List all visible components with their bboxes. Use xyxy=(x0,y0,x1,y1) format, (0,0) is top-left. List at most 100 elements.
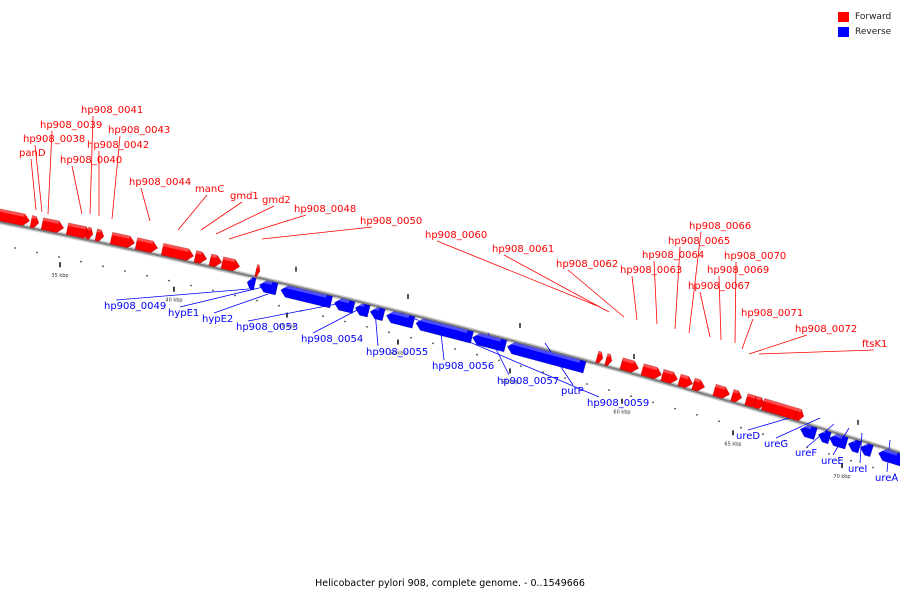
gene-label-hp908_0071[interactable]: hp908_0071 xyxy=(741,308,803,319)
gene-arrow-shine xyxy=(87,227,92,231)
gene-arrow-ureI[interactable] xyxy=(858,441,874,458)
minor-tick-dot xyxy=(102,265,104,268)
gene-arrow-hypE2[interactable] xyxy=(279,284,334,309)
gene-arrow-hp908_0065[interactable] xyxy=(677,373,695,389)
gene-arrow-gmd1[interactable] xyxy=(193,250,208,265)
gene-label-hypE1[interactable]: hypE1 xyxy=(168,308,199,319)
gene-label-manC[interactable]: manC xyxy=(195,184,224,195)
gene-label-hp908_0072[interactable]: hp908_0072 xyxy=(795,324,857,335)
gene-label-hypE2[interactable]: hypE2 xyxy=(202,314,233,325)
gene-arrow-hp908_0042[interactable] xyxy=(94,228,105,242)
gene-label-hp908_0039[interactable]: hp908_0039 xyxy=(40,120,102,131)
gene-arrow-hp908_0055[interactable] xyxy=(369,305,386,322)
gene-label-hp908_0054[interactable]: hp908_0054 xyxy=(301,334,363,345)
gene-label-hp908_0048[interactable]: hp908_0048 xyxy=(294,204,356,215)
gene-arrow-ftsK1[interactable] xyxy=(794,407,805,422)
gene-label-ureF[interactable]: ureF xyxy=(795,448,817,459)
leader-hp908_0070 xyxy=(734,261,737,344)
gene-arrow-hp908_0066[interactable] xyxy=(691,377,707,393)
gene-label-hp908_0041[interactable]: hp908_0041 xyxy=(81,105,143,116)
gene-label-hp908_0065[interactable]: hp908_0065 xyxy=(668,236,730,247)
leader-hp908_0049 xyxy=(115,288,250,301)
gene-arrow-hp908_0044[interactable] xyxy=(134,237,159,254)
gene-arrow-hp908_0054[interactable] xyxy=(354,302,371,318)
gene-arrow-panD[interactable] xyxy=(0,208,31,227)
gene-arrow-hp908_0043[interactable] xyxy=(109,231,136,249)
gene-arrow-putP[interactable] xyxy=(506,340,587,374)
gene-label-hp908_0050[interactable]: hp908_0050 xyxy=(360,216,422,227)
gene-arrow-hp908_0040[interactable] xyxy=(65,222,92,240)
gene-label-putP[interactable]: putP xyxy=(561,386,584,397)
gene-label-hp908_0061[interactable]: hp908_0061 xyxy=(492,244,554,255)
gene-arrow-ureE[interactable] xyxy=(847,438,862,454)
gene-arrow-shape-manC xyxy=(160,242,195,261)
gene-arrow-hp908_0039[interactable] xyxy=(40,217,65,234)
gene-label-ureI[interactable]: ureI xyxy=(848,464,867,475)
gene-label-hp908_0043[interactable]: hp908_0043 xyxy=(108,125,170,136)
leader-hp908_0040 xyxy=(71,165,83,215)
gene-label-hp908_0057[interactable]: hp908_0057 xyxy=(497,376,559,387)
gene-arrow-hp908_0053[interactable] xyxy=(333,297,356,314)
gene-arrow-shape-hp908_0039 xyxy=(40,217,65,234)
gene-arrow-hp908_0061[interactable] xyxy=(604,353,614,367)
gene-arrow-shine xyxy=(111,232,131,239)
gene-arrow-hp908_0060[interactable] xyxy=(595,350,605,364)
gene-label-hp908_0055[interactable]: hp908_0055 xyxy=(366,347,428,358)
gene-label-ureG[interactable]: ureG xyxy=(764,439,788,450)
gene-arrow-hp908_0072[interactable] xyxy=(753,395,767,410)
gene-arrow-shape-hp908_0043 xyxy=(109,231,136,249)
gene-label-ureE[interactable]: ureE xyxy=(821,456,844,467)
gene-arrow-hp908_0059[interactable] xyxy=(385,309,416,329)
gene-arrow-hp908_0063[interactable] xyxy=(640,363,664,381)
gene-label-hp908_0060[interactable]: hp908_0060 xyxy=(425,230,487,241)
gene-label-gmd2[interactable]: gmd2 xyxy=(262,195,291,206)
leader-hp908_0048 xyxy=(228,214,307,240)
gene-arrow-hp908_0057[interactable] xyxy=(471,331,508,353)
gene-arrow-hp908_0064[interactable] xyxy=(660,368,680,385)
gene-arrow-ureF[interactable] xyxy=(828,432,849,450)
gene-arrow-hp908_0049[interactable] xyxy=(246,276,257,291)
gene-arrow-hp908_0041[interactable] xyxy=(85,226,94,240)
gene-label-hp908_0069[interactable]: hp908_0069 xyxy=(707,265,769,276)
gene-arrow-shape-hypE1 xyxy=(258,280,279,296)
gene-label-ureD[interactable]: ureD xyxy=(736,431,760,442)
minor-ticks xyxy=(14,247,896,476)
gene-label-hp908_0040[interactable]: hp908_0040 xyxy=(60,155,122,166)
gene-label-hp908_0066[interactable]: hp908_0066 xyxy=(689,221,751,232)
gene-arrow-hp908_0069[interactable] xyxy=(730,388,744,403)
gene-label-hp908_0062[interactable]: hp908_0062 xyxy=(556,259,618,270)
gene-arrow-shape-ftsK1 xyxy=(794,407,805,422)
gene-arrow-shine xyxy=(861,441,868,447)
gene-arrow-shine xyxy=(163,243,190,252)
gene-arrow-hp908_0038[interactable] xyxy=(29,215,40,229)
gene-label-hp908_0049[interactable]: hp908_0049 xyxy=(104,301,166,312)
gene-label-hp908_0056[interactable]: hp908_0056 xyxy=(432,361,494,372)
gene-arrow-hypE1[interactable] xyxy=(258,279,279,296)
gene-label-panD[interactable]: panD xyxy=(19,148,46,159)
minor-tick-dot xyxy=(718,420,720,423)
gene-arrow-hp908_0048[interactable] xyxy=(220,256,241,273)
gene-label-hp908_0070[interactable]: hp908_0070 xyxy=(724,251,786,262)
gene-arrow-ureD[interactable] xyxy=(799,423,818,441)
gene-arrow-hp908_0056[interactable] xyxy=(414,317,474,344)
gene-label-hp908_0053[interactable]: hp908_0053 xyxy=(236,322,298,333)
gene-label-gmd1[interactable]: gmd1 xyxy=(230,191,259,202)
gene-label-hp908_0059[interactable]: hp908_0059 xyxy=(587,398,649,409)
gene-arrow-manC[interactable] xyxy=(160,242,195,262)
gene-label-hp908_0038[interactable]: hp908_0038 xyxy=(23,134,85,145)
gene-label-hp908_0044[interactable]: hp908_0044 xyxy=(129,177,191,188)
gene-label-hp908_0063[interactable]: hp908_0063 xyxy=(620,265,682,276)
gene-arrow-hp908_0062[interactable] xyxy=(619,357,641,374)
gene-arrow-shape-hp908_0044 xyxy=(134,237,159,254)
gene-arrow-hp908_0067[interactable] xyxy=(712,383,732,400)
legend-forward-label: Forward xyxy=(855,11,892,22)
gene-arrow-ureG[interactable] xyxy=(817,428,832,445)
gene-label-hp908_0042[interactable]: hp908_0042 xyxy=(87,140,149,151)
gene-label-ureA[interactable]: ureA xyxy=(875,473,898,484)
gene-label-hp908_0067[interactable]: hp908_0067 xyxy=(688,281,750,292)
gene-arrow-hp908_0050[interactable] xyxy=(254,264,262,278)
gene-arrow-gmd2[interactable] xyxy=(208,253,223,268)
gene-label-ftsK1[interactable]: ftsK1 xyxy=(862,339,887,350)
gene-arrow-ureA[interactable] xyxy=(877,447,900,467)
gene-label-hp908_0064[interactable]: hp908_0064 xyxy=(642,250,704,261)
